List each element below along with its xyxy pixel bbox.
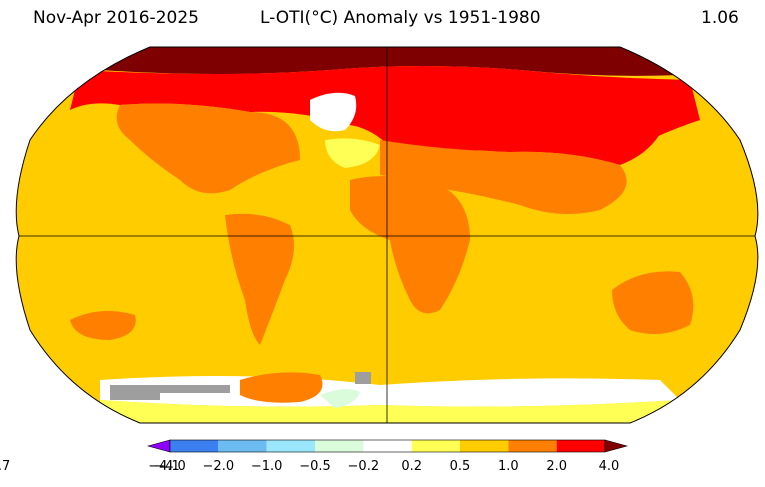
south-pacific-region <box>70 311 136 340</box>
colorbar-outline <box>169 439 606 453</box>
colorbar-arrow-min <box>146 439 171 453</box>
colorbar-tick-label: −2.0 <box>203 459 235 474</box>
colorbar-segment <box>363 440 412 452</box>
eurasia-region <box>380 140 627 214</box>
north-america-region <box>116 103 301 194</box>
siberia-region <box>400 75 670 165</box>
colorbar-segment <box>508 440 557 452</box>
ross-sea-region <box>320 389 360 408</box>
colorbar-segment <box>556 440 605 452</box>
no-data-patch <box>355 372 371 384</box>
colorbar-segment <box>460 440 509 452</box>
south-america-region <box>225 213 294 345</box>
colorbar-tick-label: 4.0 <box>599 459 620 474</box>
colorbar-tick-label: 5.7 <box>0 459 10 474</box>
greenland-region <box>310 92 357 132</box>
no-data-region <box>110 385 230 400</box>
colorbar-segment <box>218 440 267 452</box>
antarctic-peninsula-region <box>240 372 323 403</box>
colorbar-tick-label: 0.5 <box>450 459 471 474</box>
colorbar-segment <box>315 440 364 452</box>
colorbar-tick-label: 1.0 <box>498 459 519 474</box>
africa-region <box>350 176 470 314</box>
colorbar-tick-label: 2.0 <box>546 459 567 474</box>
antarctica-region <box>100 400 680 423</box>
australia-region <box>612 271 694 334</box>
map-period-label: Nov-Apr 2016-2025 <box>33 8 199 28</box>
colorbar-tick-label: −4.1 <box>148 459 180 474</box>
map-title: L-OTI(°C) Anomaly vs 1951-1980 <box>260 8 541 28</box>
globe-outline <box>15 46 759 424</box>
colorbar-tick-label: −4.0 <box>154 459 186 474</box>
colorbar-segment <box>266 440 315 452</box>
global-mean-value: 1.06 <box>701 8 739 28</box>
colorbar-arrow-max <box>604 439 629 453</box>
colorbar-tick-label: 0.2 <box>401 459 422 474</box>
colorbar-tick-label: −0.2 <box>348 459 380 474</box>
colorbar-tick-label: −1.0 <box>251 459 283 474</box>
north-atlantic-region <box>325 138 380 168</box>
colorbar-segment <box>170 440 219 452</box>
colorbar-tick-label: −0.5 <box>299 459 331 474</box>
colorbar-segment <box>411 440 460 452</box>
arctic-region <box>100 47 680 76</box>
